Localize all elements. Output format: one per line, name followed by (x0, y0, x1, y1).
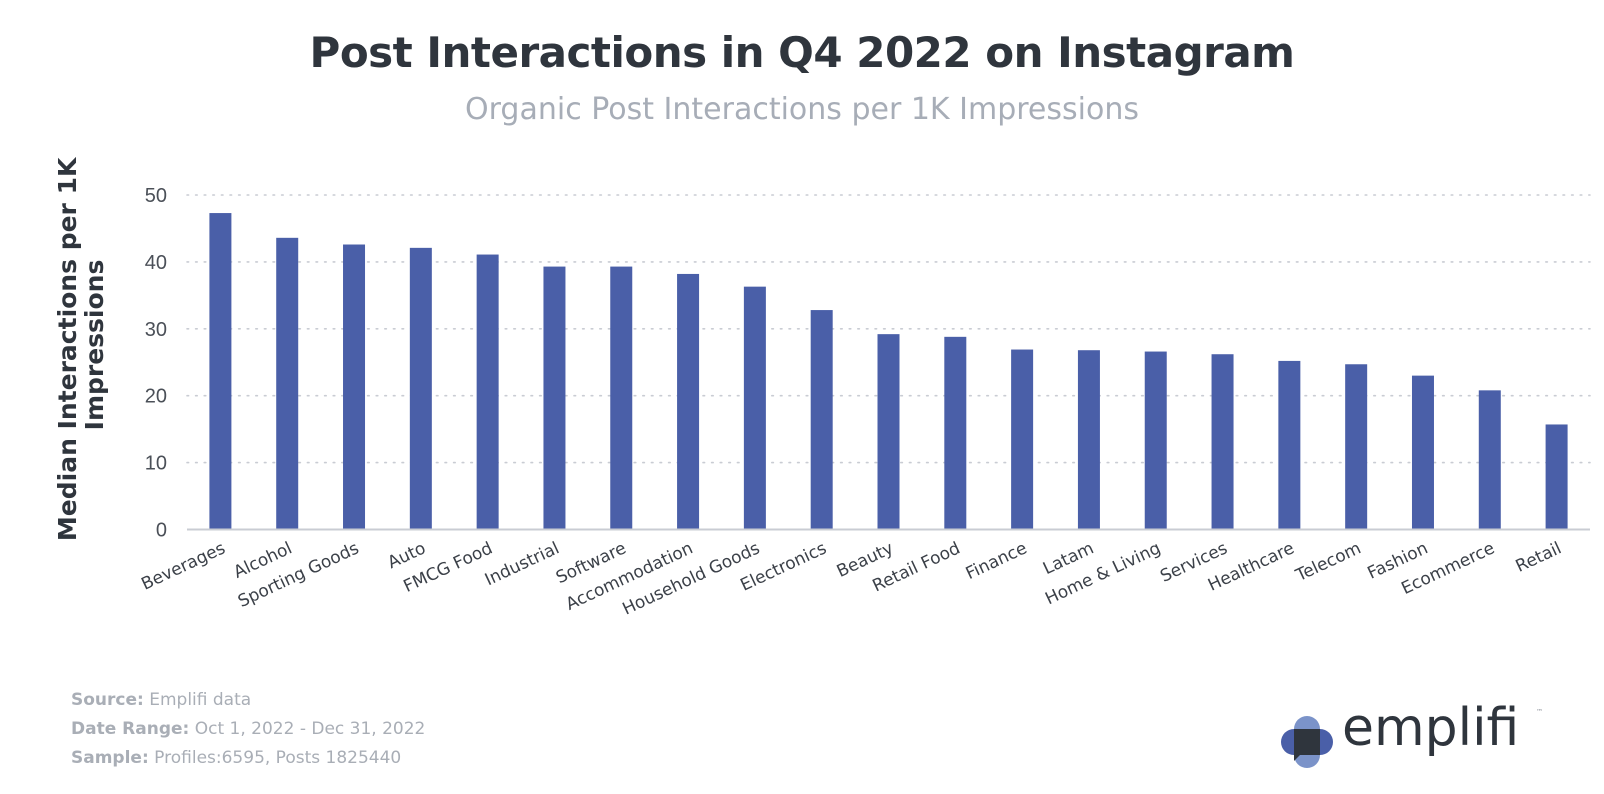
date-range-label: Date Range: (71, 719, 190, 739)
y-tick-label: 30 (145, 319, 167, 341)
y-axis-title: Median Interactions per 1K Impressions (53, 149, 109, 541)
date-range-value: Oct 1, 2022 - Dec 31, 2022 (194, 719, 426, 739)
bar (409, 247, 432, 530)
bar (677, 273, 700, 530)
bar (944, 336, 967, 530)
y-tick-label: 20 (145, 386, 167, 408)
x-tick-label: Home & Living (1042, 538, 1164, 609)
footer-source: Source: Emplifi data (71, 686, 425, 715)
footer-sample: Sample: Profiles:6595, Posts 1825440 (71, 744, 425, 773)
emplifi-logo-icon (1281, 716, 1333, 768)
trademark-symbol: ™ (1536, 708, 1543, 716)
bar (276, 237, 299, 530)
x-tick-label: Industrial (482, 538, 563, 590)
bar (810, 310, 833, 530)
emplifi-logo: emplifi ™ (1278, 698, 1578, 780)
y-tick-label: 0 (156, 520, 167, 542)
y-axis-title-line-2: Impressions (80, 260, 109, 431)
bar (1478, 390, 1501, 530)
bar (1545, 424, 1568, 530)
bar (1144, 351, 1167, 530)
bar (1211, 354, 1234, 530)
y-tick-label: 10 (145, 453, 167, 475)
source-value: Emplifi data (149, 690, 252, 710)
footer-notes: Source: Emplifi data Date Range: Oct 1, … (71, 686, 425, 773)
y-tick-label: 50 (145, 185, 167, 207)
bar (743, 286, 766, 530)
y-axis-title-line-1: Median Interactions per 1K (53, 156, 82, 541)
chart-title: Post Interactions in Q4 2022 on Instagra… (309, 28, 1295, 77)
bars (209, 213, 1568, 530)
bar (1345, 364, 1368, 530)
y-tick-label: 40 (145, 252, 167, 274)
footer-date-range: Date Range: Oct 1, 2022 - Dec 31, 2022 (71, 715, 425, 744)
chart-subtitle: Organic Post Interactions per 1K Impress… (465, 92, 1139, 127)
bar (1077, 350, 1100, 530)
bar (1011, 349, 1034, 530)
sample-label: Sample: (71, 748, 149, 768)
bar (543, 266, 566, 530)
bar (877, 334, 900, 530)
emplifi-logo-text: emplifi (1342, 698, 1520, 758)
bar (476, 254, 499, 530)
bar (610, 266, 633, 530)
sample-value: Profiles:6595, Posts 1825440 (154, 748, 402, 768)
y-axis-ticks: 0 10 20 30 40 50 (145, 185, 167, 542)
x-tick-label: Telecom (1292, 538, 1364, 586)
x-tick-label: Beverages (138, 538, 228, 594)
bar (209, 213, 232, 530)
x-tick-label: Retail (1513, 538, 1565, 576)
source-label: Source: (71, 690, 144, 710)
bar (1411, 375, 1434, 530)
bar (343, 244, 366, 530)
bar (1278, 360, 1301, 530)
x-tick-label: Finance (963, 538, 1030, 584)
